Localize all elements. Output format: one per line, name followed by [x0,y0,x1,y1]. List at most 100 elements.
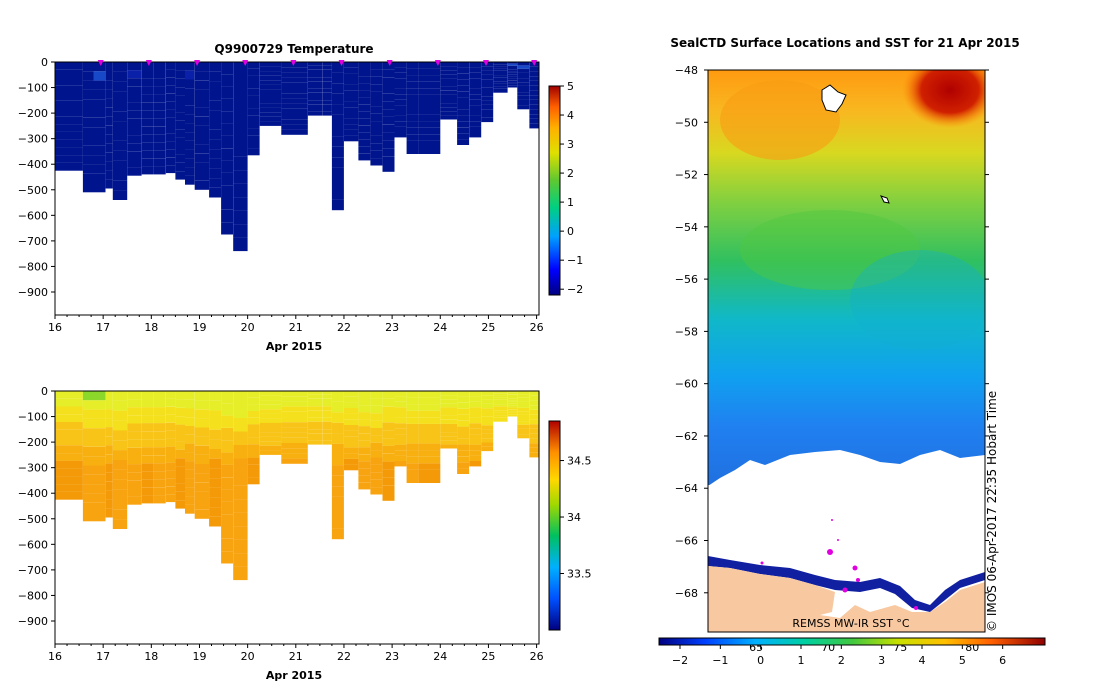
section-cell [55,406,83,415]
section-cell [209,62,222,72]
section-cell [307,421,323,426]
section-cell [112,479,128,490]
section-cell [344,84,359,91]
section-cell [141,415,154,424]
section-cell [185,62,195,71]
section-cell [105,134,113,144]
section-cell [382,69,395,78]
section-cell [55,476,83,485]
section-cell [93,400,106,410]
section-cell [141,479,154,488]
section-cell [141,78,154,87]
y-tick-label: −500 [18,184,48,197]
section-cell [481,399,494,404]
section-cell [382,62,395,70]
section-cell [481,62,494,67]
section-cell [418,108,441,115]
section-cell [221,538,234,552]
profile-marker [290,60,297,66]
section-cell [507,405,518,408]
section-cell [55,414,83,423]
section-cell [259,432,282,437]
section-cell [127,447,142,456]
section-cell [394,62,407,68]
section-cell [185,417,195,427]
section-cell [406,469,419,477]
section-cell [259,450,282,455]
section-cell [233,553,248,567]
x-tick-label: 26 [530,650,544,663]
x-tick-label: 20 [241,321,255,334]
section-cell [233,129,248,143]
section-cell [322,391,332,395]
section-cell [418,62,441,69]
sst-orange-patch [720,80,840,160]
section-cell [209,168,222,179]
section-cell [457,432,470,439]
section-cell [529,114,539,119]
section-cell [529,104,539,110]
section-cell [247,431,260,438]
section-cell [481,74,494,80]
section-cell [165,398,176,407]
section-cell [370,113,383,122]
section-cell [93,493,106,503]
section-cell [517,404,530,408]
section-cell [233,472,248,486]
section-cell [529,71,539,77]
section-cell [370,450,383,458]
section-cell [185,426,195,435]
sst-tick-label: 2 [838,654,845,667]
section-cell [259,404,282,410]
section-cell [165,93,176,102]
x-tick-label: 25 [481,321,495,334]
section-cell [418,140,441,148]
section-cell [259,84,282,90]
section-cell [175,449,185,459]
section-cell [194,391,210,401]
section-cell [185,504,195,514]
section-cell [322,85,332,89]
section-cell [221,464,234,478]
section-cell [440,62,458,67]
section-cell [185,158,195,168]
section-cell [82,145,94,156]
section-cell [233,116,248,130]
section-cell [209,420,222,430]
section-cell [331,114,344,126]
section-cell [517,68,530,73]
section-cell [209,478,222,488]
section-cell [493,88,508,91]
section-cell [406,391,419,398]
section-cell [82,400,94,410]
section-cell [307,104,323,108]
section-cell [82,108,94,118]
section-cell [221,160,234,173]
section-cell [322,108,332,112]
section-cell [370,128,383,136]
section-cell [457,450,470,457]
section-cell [82,446,94,457]
section-cell [370,391,383,399]
section-cell [370,442,383,451]
section-cell [382,485,395,493]
section-cell [247,424,260,431]
section-cell [517,431,530,435]
section-cell [185,132,195,141]
y-tick-label: −600 [18,538,48,551]
section-cell [233,237,248,252]
section-cell [233,102,248,116]
section-cell [457,139,470,145]
section-cell [221,135,234,149]
section-cell [141,471,154,480]
section-cell [517,407,530,412]
section-cell [406,430,419,437]
section-cell [153,447,166,456]
section-cell [194,107,210,117]
salinity-x-label: Apr 2015 [266,669,322,682]
sst-cyan-patch [850,250,985,350]
section-cell [141,70,154,78]
section-cell [307,100,323,105]
section-cell [469,115,482,122]
sst-tick-label: −2 [672,654,688,667]
